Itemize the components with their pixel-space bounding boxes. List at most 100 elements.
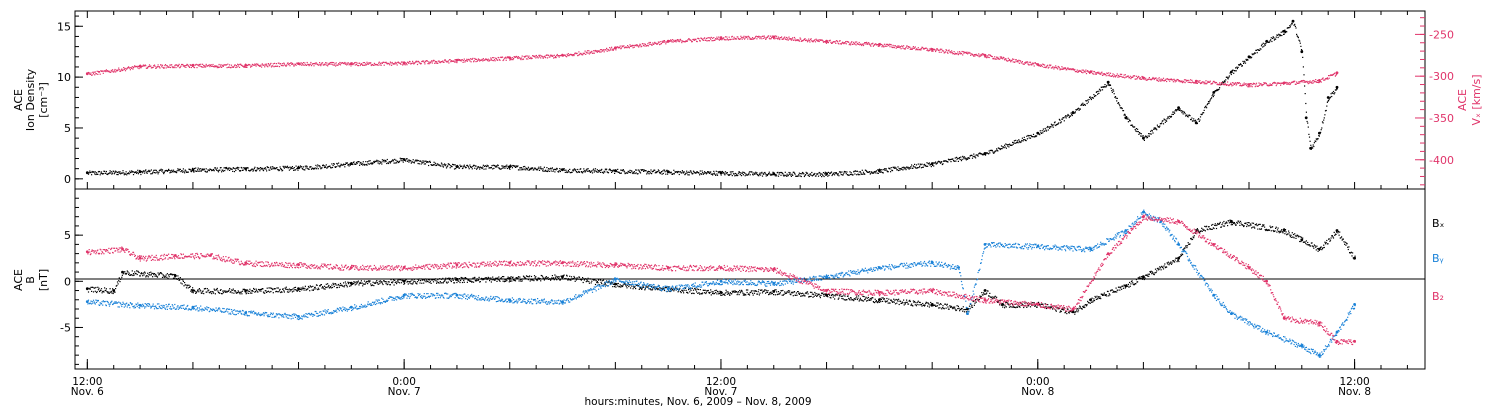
bottom-series-bx-dot [189, 286, 191, 288]
top-series-0-dot [827, 175, 829, 177]
bottom-series-bx-dot [581, 278, 583, 280]
top-series-0-dot [1010, 144, 1012, 146]
top-series-0-dot [1121, 108, 1123, 110]
top-series-0-dot [537, 169, 539, 171]
top-series-0-dot [716, 173, 718, 175]
top-series-0-dot [1283, 33, 1285, 35]
bottom-series-bx-dot [323, 285, 326, 287]
top-series-0-dot [790, 175, 792, 177]
top-series-0-dot [450, 165, 452, 167]
top-series-0-dot [1246, 59, 1248, 61]
bottom-series-bx-dot [408, 281, 411, 283]
top-series-0-dot [576, 171, 578, 174]
top-series-0-dot [643, 169, 645, 171]
top-series-1-dot [668, 41, 670, 43]
top-series-0-point-32 [1304, 116, 1308, 120]
top-series-0-dot [825, 174, 827, 176]
top-series-0-dot [1156, 129, 1158, 131]
top-series-1-dot [1042, 64, 1044, 66]
top-series-0-dot [1115, 97, 1117, 99]
top-series-1-dot [580, 52, 582, 54]
top-series-0-dot [599, 169, 601, 171]
top-series-0-dot [967, 157, 969, 159]
top-series-0-dot [878, 168, 881, 170]
top-series-1-dot [1114, 76, 1117, 78]
bottom-series-bx-dot [403, 283, 405, 285]
bottom-series-bx-dot [453, 282, 455, 284]
top-series-0-dot [1309, 140, 1311, 142]
bottom-series-bx-dot [237, 290, 239, 292]
bottom-series-bx-dot [128, 273, 130, 276]
top-series-0-dot [498, 167, 500, 169]
top-series-1-dot [573, 54, 575, 57]
bottom-series-bx-dot [91, 290, 93, 292]
top-series-0-dot [1161, 120, 1163, 122]
bottom-series-bx-dot [87, 291, 90, 293]
top-series-1-dot [453, 60, 455, 62]
top-series-0-dot [580, 168, 582, 170]
top-series-1-dot [1238, 82, 1240, 84]
top-series-1-dot [184, 65, 186, 67]
bottom-series-bx-dot [477, 279, 480, 281]
top-series-0-dot [773, 174, 775, 176]
top-series-1-dot [638, 46, 640, 48]
top-series-1-dot [1283, 83, 1285, 85]
top-series-1-dot [642, 43, 644, 45]
top-series-1-dot [1020, 62, 1022, 64]
top-series-0-dot [828, 174, 830, 176]
top-series-0-dot [543, 170, 545, 172]
top-series-0-dot [1323, 119, 1325, 121]
top-series-1-dot [984, 55, 987, 57]
bottom-series-bx-dot [221, 293, 223, 295]
top-series-1-dot [347, 62, 350, 64]
top-series-1-dot [739, 38, 741, 40]
bottom-series-bx-dot [92, 291, 95, 293]
top-series-1-dot [962, 51, 964, 53]
top-series-1-dot [790, 39, 792, 41]
top-series-0-dot [444, 163, 446, 165]
top-series-1-dot [1122, 76, 1125, 78]
top-series-1-dot [1085, 69, 1087, 71]
top-series-0-dot [350, 163, 352, 165]
top-series-0-dot [1102, 86, 1104, 88]
top-series-1-group [85, 35, 1339, 88]
bottom-series-bx-dot [208, 291, 210, 294]
bottom-series-bx-dot [256, 289, 258, 291]
top-series-0-dot [253, 167, 255, 170]
bottom-series-bx-dot [94, 290, 96, 292]
top-series-1-dot [896, 46, 898, 48]
top-series-0-dot [1137, 128, 1139, 130]
top-series-1-dot [670, 39, 672, 41]
top-series-1-dot [683, 41, 685, 43]
bottom-series-bx-dot [522, 275, 525, 277]
top-series-0-dot [739, 172, 741, 174]
top-series-1-dot [1194, 82, 1196, 84]
top-series-0-dot [1208, 102, 1210, 104]
top-series-1-dot [1334, 72, 1336, 74]
top-series-0-dot [944, 160, 946, 162]
top-series-0-dot [535, 168, 537, 170]
bottom-series-bx-dot [357, 280, 359, 282]
top-series-1-dot [793, 39, 795, 41]
top-series-1-dot [502, 59, 504, 62]
top-series-1-dot [813, 39, 815, 42]
top-series-1-dot [1183, 79, 1186, 81]
top-series-0-dot [177, 169, 180, 171]
top-series-0-dot [155, 172, 157, 174]
bottom-series-bx-dot [391, 282, 393, 284]
bottom-series-bx-dot [392, 279, 395, 281]
top-series-0-dot [338, 165, 340, 167]
bottom-series-bx-dot [172, 274, 174, 276]
top-series-1-dot [490, 57, 492, 59]
top-series-0-dot [801, 173, 803, 175]
bottom-series-bx-dot [255, 288, 257, 290]
top-series-1-dot [843, 43, 845, 45]
top-series-1-dot [139, 64, 141, 66]
top-series-1-dot [920, 48, 922, 50]
top-series-1-dot [660, 43, 662, 45]
top-series-1-dot [171, 64, 173, 66]
top-series-0-dot [1211, 97, 1213, 99]
top-series-1-dot [1283, 81, 1285, 83]
top-series-0-dot [620, 169, 622, 171]
top-series-0-dot [1152, 132, 1154, 134]
